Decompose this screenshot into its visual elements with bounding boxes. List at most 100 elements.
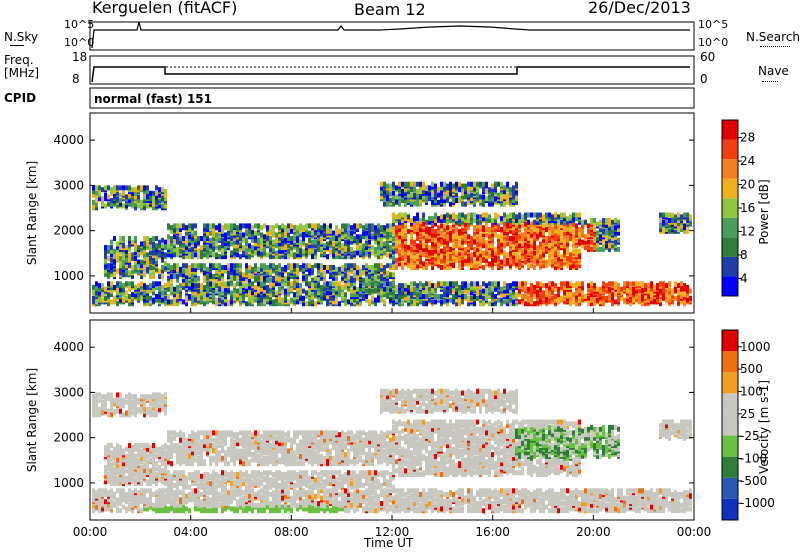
heatmap-cell xyxy=(116,185,119,191)
heatmap-cell xyxy=(563,281,566,287)
heatmap-cell xyxy=(104,464,107,470)
heatmap-cell xyxy=(620,295,623,301)
heatmap-cell xyxy=(206,266,209,272)
heatmap-cell xyxy=(674,281,677,287)
heatmap-cell xyxy=(143,205,146,211)
heatmap-cell xyxy=(659,281,662,287)
heatmap-cell xyxy=(614,281,617,287)
heatmap-cell xyxy=(134,194,137,200)
heatmap-cell xyxy=(413,245,416,251)
heatmap-cell xyxy=(404,232,407,238)
heatmap-cell xyxy=(179,266,182,272)
heatmap-cell xyxy=(689,214,692,220)
heatmap-cell xyxy=(368,299,371,305)
heatmap-cell xyxy=(224,281,227,287)
heatmap-cell xyxy=(122,265,125,271)
heatmap-cell xyxy=(332,245,335,251)
heatmap-cell xyxy=(431,299,434,305)
heatmap-cell xyxy=(197,288,200,294)
heatmap-cell xyxy=(269,277,272,283)
heatmap-cell xyxy=(203,292,206,298)
heatmap-cell xyxy=(491,217,494,223)
heatmap-cell xyxy=(146,257,149,263)
heatmap-cell xyxy=(197,263,200,269)
heatmap-cell xyxy=(98,508,101,514)
heatmap-cell xyxy=(395,185,398,191)
heatmap-cell xyxy=(674,295,677,301)
heatmap-cell xyxy=(251,228,254,234)
heatmap-cell xyxy=(221,299,224,305)
heatmap-cell xyxy=(473,263,476,269)
heatmap-cell xyxy=(104,444,107,450)
heatmap-cell xyxy=(110,401,113,407)
heatmap-cell xyxy=(380,185,383,191)
heatmap-cell xyxy=(311,281,314,287)
heatmap-cell xyxy=(281,266,284,272)
heatmap-cell xyxy=(365,250,368,256)
heatmap-cell xyxy=(458,265,461,271)
heatmap-cell xyxy=(314,288,317,294)
heatmap-cell xyxy=(326,290,329,296)
heatmap-cell xyxy=(248,268,251,274)
heatmap-cell xyxy=(176,236,179,242)
heatmap-cell xyxy=(383,196,386,202)
heatmap-cell xyxy=(308,263,311,269)
heatmap-cell xyxy=(149,259,152,265)
heatmap-cell xyxy=(485,243,488,249)
heatmap-cell xyxy=(299,295,302,301)
heatmap-cell xyxy=(116,248,119,254)
heatmap-cell xyxy=(434,212,437,218)
heatmap-cell xyxy=(419,227,422,233)
heatmap-cell xyxy=(110,499,113,505)
heatmap-cell xyxy=(161,257,164,263)
heatmap-cell xyxy=(368,223,371,229)
heatmap-cell xyxy=(668,212,671,218)
heatmap-cell xyxy=(422,212,425,218)
heatmap-cell xyxy=(287,263,290,269)
heatmap-cell xyxy=(416,212,419,218)
heatmap-cell xyxy=(326,293,329,299)
heatmap-cell xyxy=(419,201,422,207)
heatmap-cell xyxy=(152,265,155,271)
heatmap-cell xyxy=(278,266,281,272)
heatmap-cell xyxy=(338,243,341,249)
heatmap-cell xyxy=(539,232,542,238)
heatmap-cell xyxy=(200,266,203,272)
heatmap-cell xyxy=(581,239,584,245)
heatmap-cell xyxy=(164,192,167,198)
heatmap-cell xyxy=(125,245,128,251)
heatmap-cell xyxy=(281,281,284,287)
heatmap-cell xyxy=(470,196,473,202)
heatmap-cell xyxy=(161,265,164,271)
heatmap-cell xyxy=(506,241,509,247)
heatmap-cell xyxy=(563,252,566,258)
heatmap-cell xyxy=(332,230,335,236)
heatmap-cell xyxy=(401,198,404,204)
heatmap-cell xyxy=(158,187,161,193)
heatmap-cell xyxy=(323,265,326,271)
heatmap-cell xyxy=(476,185,479,191)
heatmap-cell xyxy=(335,275,338,281)
heatmap-cell xyxy=(272,225,275,231)
heatmap-cell xyxy=(242,293,245,299)
heatmap-cell xyxy=(548,236,551,242)
heatmap-cell xyxy=(434,183,437,189)
heatmap-cell xyxy=(143,248,146,254)
heatmap-cell xyxy=(251,286,254,292)
heatmap-cell xyxy=(347,239,350,245)
heatmap-cell xyxy=(266,270,269,276)
heatmap-cell xyxy=(545,212,548,218)
heatmap-cell xyxy=(533,241,536,247)
heatmap-cell xyxy=(170,286,173,292)
heatmap-cell xyxy=(425,232,428,238)
heatmap-cell xyxy=(404,221,407,227)
heatmap-cell xyxy=(395,232,398,238)
heatmap-cell xyxy=(536,234,539,240)
heatmap-cell xyxy=(581,297,584,303)
heatmap-cell xyxy=(389,187,392,193)
heatmap-cell xyxy=(461,281,464,287)
heatmap-cell xyxy=(368,290,371,296)
heatmap-cell xyxy=(119,259,122,265)
heatmap-cell xyxy=(488,187,491,193)
heatmap-cell xyxy=(380,188,383,194)
